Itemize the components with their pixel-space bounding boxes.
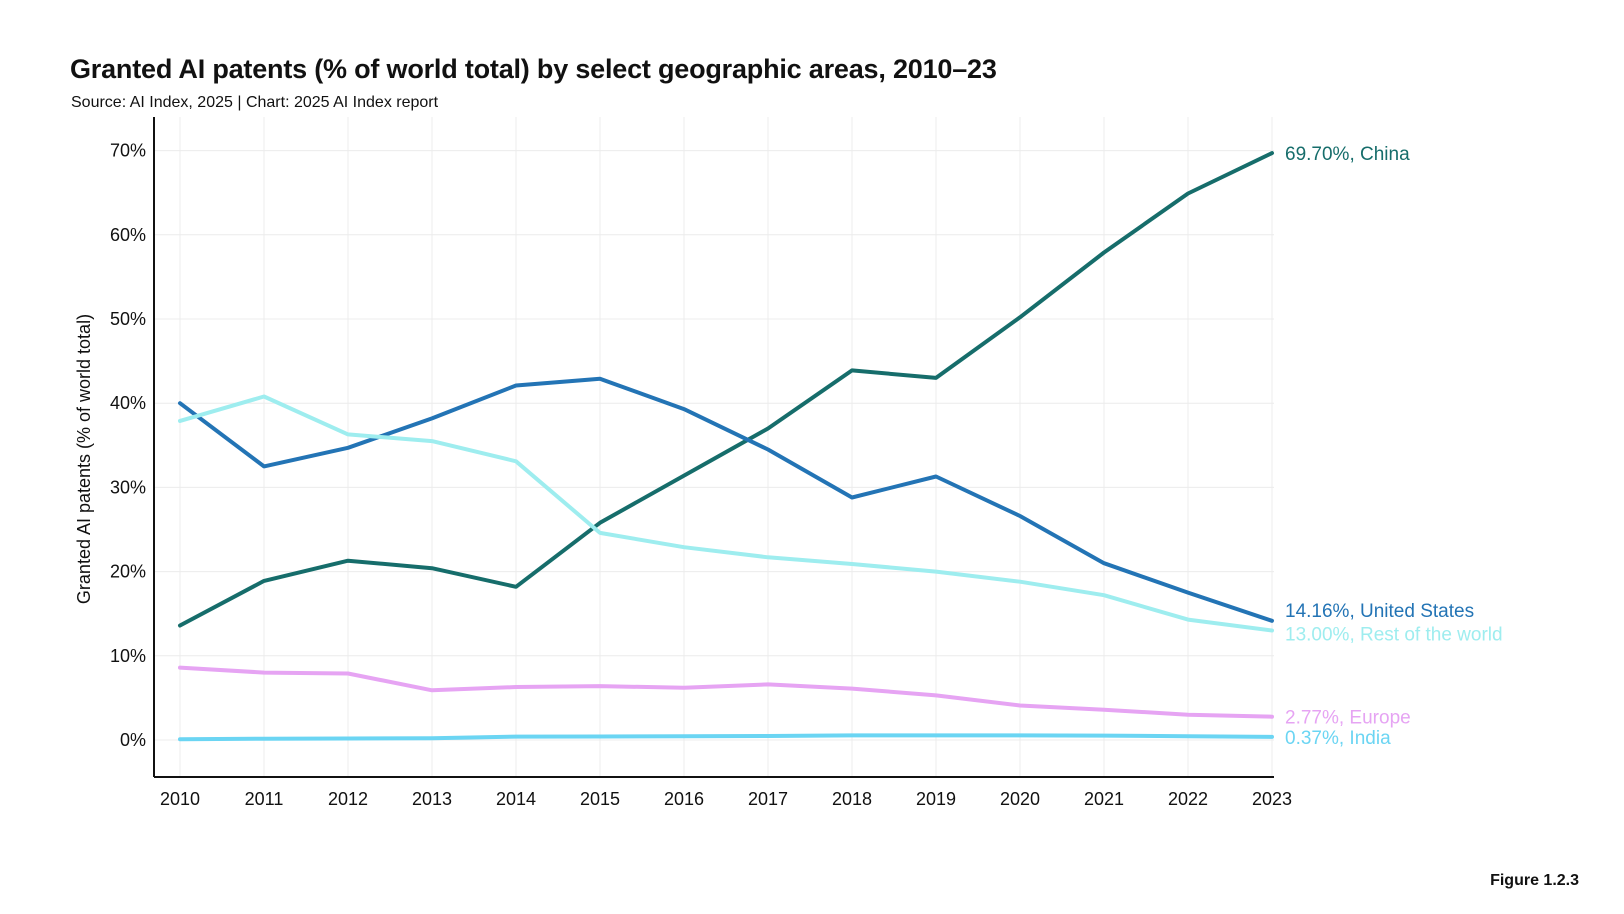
y-tick-label: 50%	[110, 309, 146, 329]
y-tick-label: 10%	[110, 646, 146, 666]
x-tick-label: 2015	[580, 789, 620, 809]
x-tick-label: 2018	[832, 789, 872, 809]
y-tick-label: 20%	[110, 562, 146, 582]
axes: 0% 10% 20% 30% 40% 50% 60% 70% 2010 2011 2012 2013 2…	[110, 117, 1292, 809]
end-label-rest-of-the-world: 13.00%, Rest of the world	[1285, 625, 1503, 646]
series-line-china	[178, 151, 1274, 628]
x-tick-label: 2021	[1084, 789, 1124, 809]
series-line-india	[178, 733, 1274, 742]
x-tick-label: 2019	[916, 789, 956, 809]
chart-title: Granted AI patents (% of world total) by…	[70, 54, 997, 84]
end-label-india: 0.37%, India	[1285, 728, 1391, 749]
end-label-europe: 2.77%, Europe	[1285, 708, 1411, 729]
y-tick-label: 30%	[110, 477, 146, 497]
x-tick-label: 2016	[664, 789, 704, 809]
series-line-united-states	[178, 376, 1274, 623]
end-labels: 69.70%, China 14.16%, United States 13.00%…	[1285, 144, 1503, 749]
x-tick-label: 2013	[412, 789, 452, 809]
y-tick-label: 40%	[110, 393, 146, 413]
y-tick-label: 70%	[110, 141, 146, 161]
grid-lines	[154, 117, 1274, 777]
y-tick-label: 60%	[110, 225, 146, 245]
x-tick-label: 2020	[1000, 789, 1040, 809]
x-tick-label: 2012	[328, 789, 368, 809]
chart-subtitle: Source: AI Index, 2025 | Chart: 2025 AI …	[71, 94, 439, 111]
x-tick-label: 2010	[160, 789, 200, 809]
x-tick-label: 2022	[1168, 789, 1208, 809]
series-lines	[178, 151, 1274, 742]
x-tick-label: 2017	[748, 789, 788, 809]
x-tick-label: 2014	[496, 789, 536, 809]
series-line-europe	[178, 665, 1274, 719]
x-tick-label: 2011	[245, 789, 284, 809]
end-label-china: 69.70%, China	[1285, 144, 1410, 165]
figure-number: Figure 1.2.3	[1490, 872, 1579, 889]
series-line-rest-of-the-world	[178, 394, 1274, 633]
y-axis-label: Granted AI patents (% of world total)	[74, 314, 94, 604]
y-tick-label: 0%	[120, 730, 146, 750]
end-label-united-states: 14.16%, United States	[1285, 601, 1474, 622]
x-tick-label: 2023	[1252, 789, 1292, 809]
